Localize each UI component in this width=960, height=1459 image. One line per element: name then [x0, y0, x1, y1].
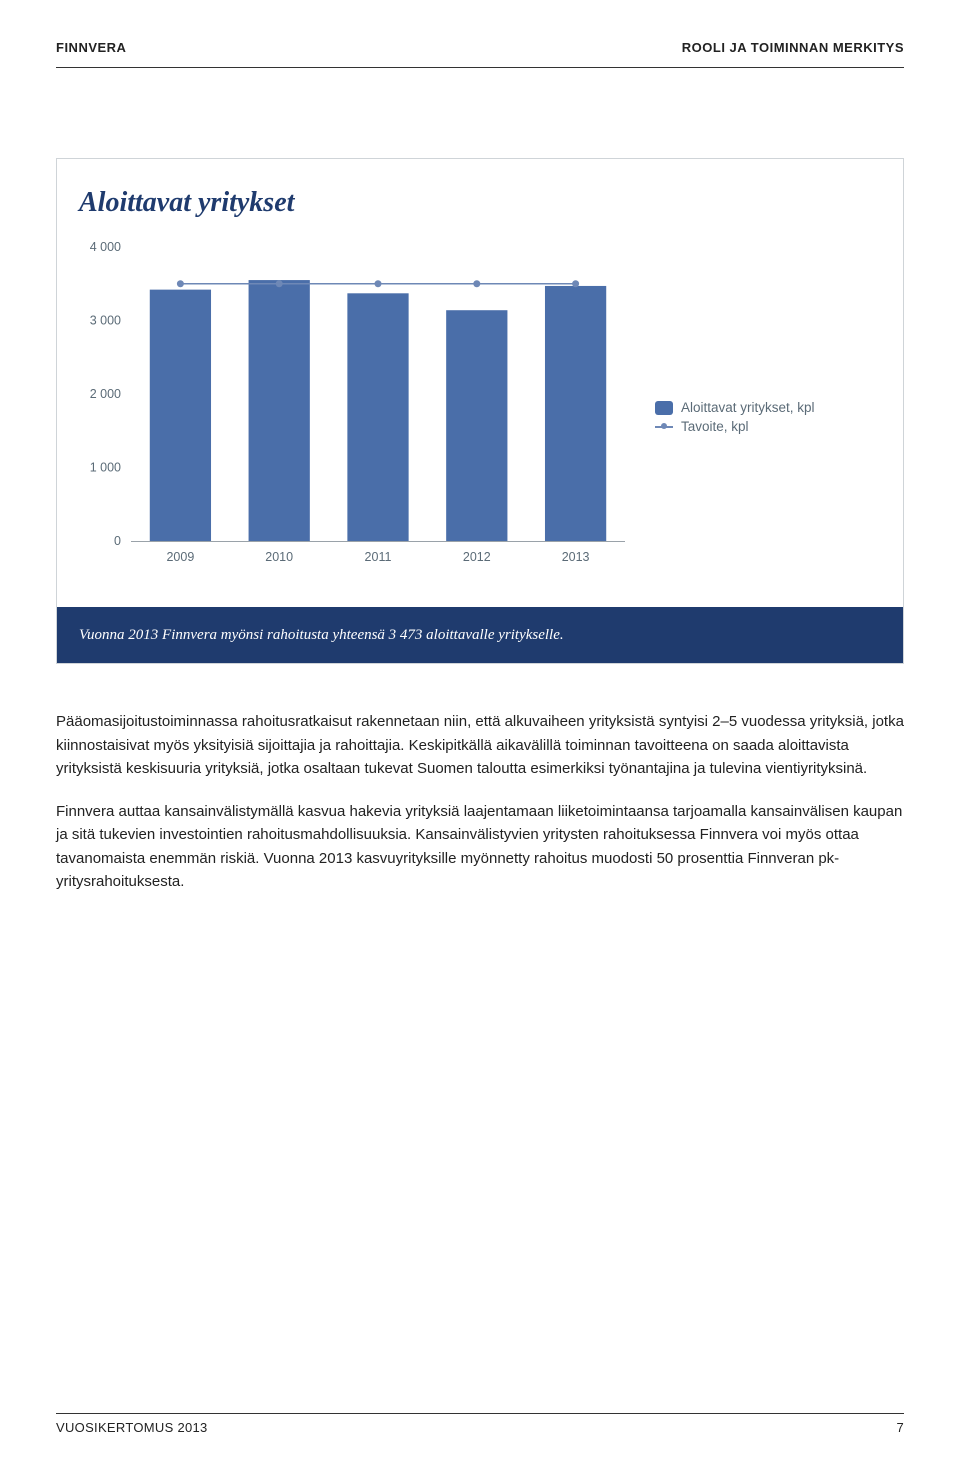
target-marker [473, 280, 480, 287]
svg-text:2009: 2009 [166, 550, 194, 564]
chart-svg: 0 1 000 2 000 3 000 4 000 2009 2010 2011 2012 201… [75, 237, 635, 597]
svg-text:3 000: 3 000 [90, 314, 121, 328]
svg-text:2012: 2012 [463, 550, 491, 564]
svg-text:2011: 2011 [365, 550, 392, 564]
footer-left: VUOSIKERTOMUS 2013 [56, 1420, 208, 1435]
chart-legend: Aloittavat yritykset, kpl Tavoite, kpl [635, 396, 885, 438]
chart-plot: 0 1 000 2 000 3 000 4 000 2009 2010 2011 2012 201… [75, 237, 635, 597]
header-right: ROOLI JA TOIMINNAN MERKITYS [682, 40, 904, 55]
chart-card: Aloittavat yritykset 0 1 000 2 000 3 000 4 0… [56, 158, 904, 664]
bar [347, 293, 408, 541]
svg-text:2013: 2013 [562, 550, 590, 564]
chart-body: 0 1 000 2 000 3 000 4 000 2009 2010 2011 2012 201… [57, 237, 903, 607]
header-rule [56, 67, 904, 68]
bar [249, 280, 310, 541]
chart-footer: Vuonna 2013 Finnvera myönsi rahoitusta y… [57, 607, 903, 663]
bar [150, 290, 211, 541]
chart-title: Aloittavat yritykset [57, 159, 903, 237]
footer-rule [56, 1413, 904, 1414]
legend-swatch-line-icon [655, 420, 673, 434]
footer-page-number: 7 [896, 1420, 904, 1435]
body-text: Pääomasijoitustoiminnassa rahoitusratkai… [56, 710, 904, 913]
svg-text:4 000: 4 000 [90, 240, 121, 254]
target-marker [375, 280, 382, 287]
target-marker [572, 280, 579, 287]
svg-text:2010: 2010 [265, 550, 293, 564]
body-paragraph-2: Finnvera auttaa kansainvälistymällä kasv… [56, 800, 904, 893]
body-paragraph-1: Pääomasijoitustoiminnassa rahoitusratkai… [56, 710, 904, 780]
target-marker [177, 280, 184, 287]
legend-label-bars: Aloittavat yritykset, kpl [681, 400, 815, 415]
target-marker [276, 280, 283, 287]
svg-text:2 000: 2 000 [90, 387, 121, 401]
legend-label-line: Tavoite, kpl [681, 419, 749, 434]
legend-swatch-bar-icon [655, 401, 673, 415]
bar [545, 286, 606, 541]
svg-text:1 000: 1 000 [90, 461, 121, 475]
header-left: FINNVERA [56, 40, 126, 55]
svg-text:0: 0 [114, 534, 121, 548]
bar [446, 310, 507, 541]
legend-item-bars: Aloittavat yritykset, kpl [655, 400, 885, 415]
legend-item-line: Tavoite, kpl [655, 419, 885, 434]
